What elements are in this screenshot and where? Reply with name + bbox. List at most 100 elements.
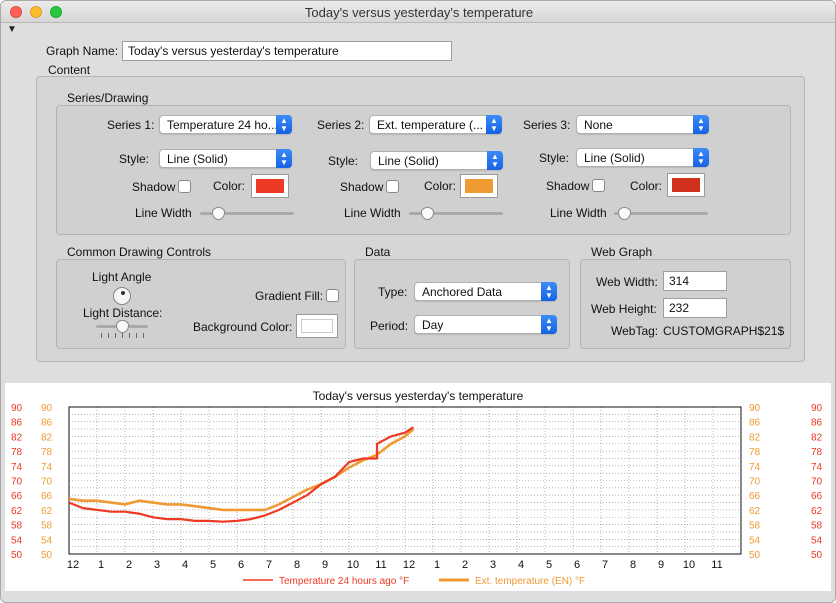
color-3-well[interactable] — [667, 173, 705, 197]
y-tick-label-left-inner: 50 — [41, 550, 53, 561]
type-value: Anchored Data — [422, 285, 503, 299]
y-tick-label-right-inner: 62 — [749, 506, 761, 517]
background-color-label: Background Color: — [193, 320, 293, 334]
shadow-1-label: Shadow — [132, 180, 176, 194]
type-label: Type: — [378, 285, 408, 299]
common-drawing-label: Common Drawing Controls — [67, 245, 212, 259]
style-1-select[interactable]: Line (Solid) ▲ ▼ — [159, 149, 292, 168]
line-width-2-slider[interactable] — [409, 207, 503, 220]
y-tick-label-left-outer: 66 — [11, 491, 23, 502]
web-height-input[interactable]: 232 — [663, 298, 727, 318]
x-tick-label: 3 — [154, 559, 160, 571]
y-tick-label-left-inner: 74 — [41, 462, 53, 473]
style-2-select[interactable]: Line (Solid) ▲ ▼ — [370, 151, 503, 170]
y-tick-label-left-inner: 54 — [41, 535, 53, 546]
line-width-3-label: Line Width — [550, 206, 607, 220]
y-tick-label-right-inner: 50 — [749, 550, 761, 561]
y-tick-label-right-inner: 86 — [749, 418, 761, 429]
graph-name-input[interactable]: Today's versus yesterday's temperature — [122, 41, 452, 61]
color-1-fill — [256, 179, 284, 193]
slider-track — [200, 212, 294, 215]
y-tick-label-left-inner: 58 — [41, 521, 53, 532]
series-2-value: Ext. temperature (... — [377, 118, 484, 132]
line-width-3-slider[interactable] — [614, 207, 708, 220]
y-tick-label-left-outer: 54 — [11, 535, 23, 546]
line-width-1-label: Line Width — [135, 206, 192, 220]
y-tick-label-right-outer: 66 — [811, 491, 823, 502]
y-tick-label-left-inner: 86 — [41, 418, 53, 429]
y-tick-label-right-outer: 74 — [811, 462, 823, 473]
web-width-label: Web Width: — [596, 275, 658, 289]
chart-title: Today's versus yesterday's temperature — [313, 389, 524, 403]
light-distance-slider[interactable] — [96, 320, 148, 333]
color-2-label: Color: — [424, 179, 457, 193]
shadow-2-checkbox[interactable] — [386, 180, 399, 193]
series-line-2 — [68, 428, 415, 512]
y-tick-label-right-outer: 50 — [811, 550, 823, 561]
slider-thumb[interactable] — [212, 207, 226, 220]
x-tick-label: 9 — [322, 559, 328, 571]
slider-thumb[interactable] — [618, 207, 632, 220]
style-2-label: Style: — [328, 154, 359, 168]
shadow-3-checkbox[interactable] — [592, 179, 605, 192]
y-tick-label-right-outer: 58 — [811, 521, 823, 532]
light-angle-label: Light Angle — [92, 270, 152, 284]
y-tick-label-left-inner: 66 — [41, 491, 53, 502]
chevron-updown-icon: ▲ ▼ — [541, 282, 557, 301]
color-1-label: Color: — [213, 179, 246, 193]
color-2-fill — [465, 179, 493, 193]
x-tick-label: 6 — [238, 559, 244, 571]
background-color-well[interactable] — [296, 314, 338, 338]
shadow-1-checkbox[interactable] — [178, 180, 191, 193]
y-tick-label-left-inner: 70 — [41, 477, 53, 488]
slider-thumb[interactable] — [421, 207, 435, 220]
y-tick-label-left-outer: 62 — [11, 506, 23, 517]
y-tick-label-left-inner: 78 — [41, 447, 53, 458]
x-tick-label: 4 — [182, 559, 188, 571]
line-width-1-slider[interactable] — [200, 207, 294, 220]
x-tick-label: 2 — [126, 559, 132, 571]
web-height-label: Web Height: — [591, 302, 657, 316]
x-tick-label: 5 — [210, 559, 216, 571]
y-tick-label-right-inner: 74 — [749, 462, 761, 473]
gradient-fill-checkbox[interactable] — [326, 289, 339, 302]
x-tick-label: 6 — [574, 559, 580, 571]
title-bar: Today's versus yesterday's temperature — [1, 1, 835, 23]
series-2-select[interactable]: Ext. temperature (... ▲ ▼ — [369, 115, 502, 134]
y-tick-label-right-inner: 54 — [749, 535, 761, 546]
web-width-input[interactable]: 314 — [663, 271, 727, 291]
window-title: Today's versus yesterday's temperature — [304, 5, 534, 20]
type-select[interactable]: Anchored Data ▲ ▼ — [414, 282, 557, 301]
series-3-select[interactable]: None ▲ ▼ — [576, 115, 709, 134]
light-angle-dial[interactable] — [113, 287, 131, 305]
x-tick-label: 3 — [490, 559, 496, 571]
data-label: Data — [365, 245, 391, 259]
graph-name-label: Graph Name: — [46, 44, 119, 58]
y-tick-label-left-outer: 86 — [11, 418, 23, 429]
x-tick-label: 8 — [630, 559, 636, 571]
color-2-well[interactable] — [460, 174, 498, 198]
y-tick-label-left-outer: 78 — [11, 447, 23, 458]
x-tick-label: 10 — [347, 559, 359, 571]
slider-thumb[interactable] — [115, 320, 129, 333]
minimize-window-button[interactable] — [30, 6, 42, 18]
style-3-select[interactable]: Line (Solid) ▲ ▼ — [576, 148, 709, 167]
slider-track — [614, 212, 708, 215]
background-color-fill — [301, 319, 333, 333]
disclosure-triangle-icon[interactable]: ▼ — [7, 24, 17, 35]
close-window-button[interactable] — [10, 6, 22, 18]
data-group — [354, 259, 570, 349]
y-tick-label-right-outer: 54 — [811, 535, 823, 546]
slider-track — [409, 212, 503, 215]
color-1-well[interactable] — [251, 174, 289, 198]
series-1-value: Temperature 24 ho... — [167, 118, 278, 132]
series-2-label: Series 2: — [317, 118, 365, 132]
color-3-fill — [672, 178, 700, 192]
graph-preview: Today's versus yesterday's temperature 12… — [5, 383, 831, 591]
period-select[interactable]: Day ▲ ▼ — [414, 315, 557, 334]
series-1-select[interactable]: Temperature 24 ho... ▲ ▼ — [159, 115, 292, 134]
content-group-label: Content — [48, 63, 91, 77]
zoom-window-button[interactable] — [50, 6, 62, 18]
y-tick-label-right-inner: 66 — [749, 491, 761, 502]
